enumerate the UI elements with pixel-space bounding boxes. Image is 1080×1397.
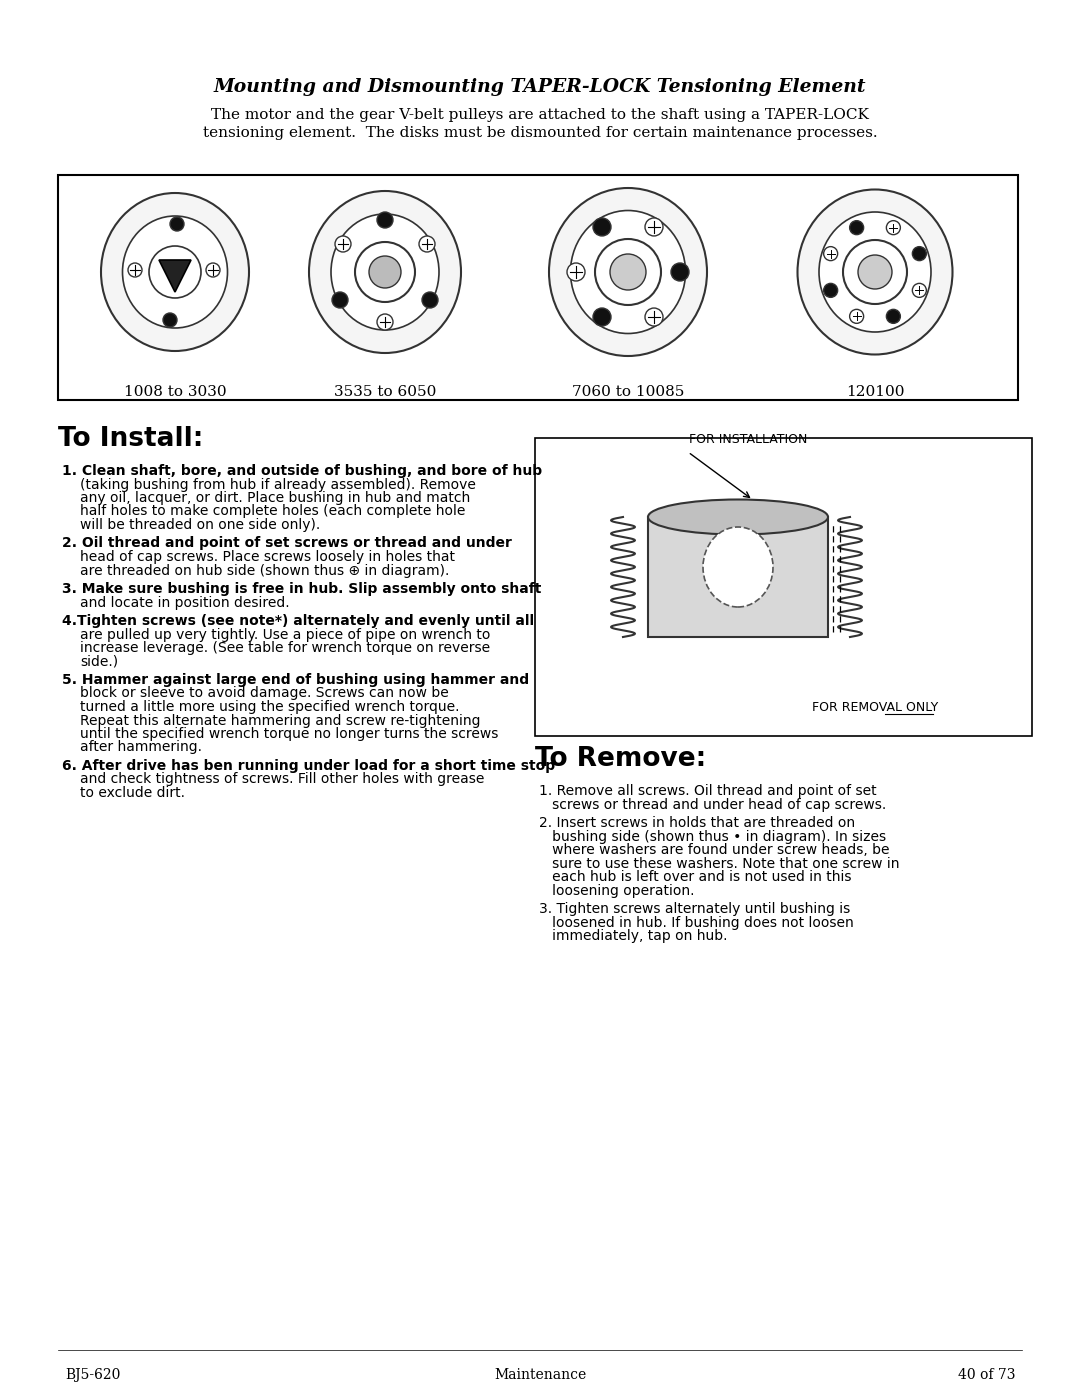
Ellipse shape xyxy=(102,193,249,351)
Text: are pulled up very tightly. Use a piece of pipe on wrench to: are pulled up very tightly. Use a piece … xyxy=(80,627,490,641)
Text: to exclude dirt.: to exclude dirt. xyxy=(80,787,185,800)
Text: 3. Make sure bushing is free in hub. Slip assembly onto shaft: 3. Make sure bushing is free in hub. Sli… xyxy=(62,583,541,597)
Text: 4.Tighten screws (see note*) alternately and evenly until all: 4.Tighten screws (see note*) alternately… xyxy=(62,615,535,629)
Circle shape xyxy=(419,236,435,251)
Text: Repeat this alternate hammering and screw re-tightening: Repeat this alternate hammering and scre… xyxy=(80,714,481,728)
Circle shape xyxy=(843,240,907,305)
Circle shape xyxy=(163,313,177,327)
Text: bushing side (shown thus • in diagram). In sizes: bushing side (shown thus • in diagram). … xyxy=(539,830,886,844)
Circle shape xyxy=(335,236,351,251)
Text: loosening operation.: loosening operation. xyxy=(539,883,694,897)
Ellipse shape xyxy=(549,189,707,356)
Text: 5. Hammer against large end of bushing using hammer and: 5. Hammer against large end of bushing u… xyxy=(62,673,529,687)
Ellipse shape xyxy=(648,500,828,535)
Circle shape xyxy=(645,307,663,326)
Circle shape xyxy=(645,218,663,236)
Text: 1. Remove all screws. Oil thread and point of set: 1. Remove all screws. Oil thread and poi… xyxy=(539,784,877,798)
Text: side.): side.) xyxy=(80,655,118,669)
Ellipse shape xyxy=(703,527,773,608)
Circle shape xyxy=(913,284,927,298)
Circle shape xyxy=(422,292,438,307)
Text: immediately, tap on hub.: immediately, tap on hub. xyxy=(539,929,728,943)
Text: 2. Oil thread and point of set screws or thread and under: 2. Oil thread and point of set screws or… xyxy=(62,536,512,550)
Ellipse shape xyxy=(122,217,228,328)
Circle shape xyxy=(593,218,611,236)
Circle shape xyxy=(887,221,901,235)
Text: screws or thread and under head of cap screws.: screws or thread and under head of cap s… xyxy=(539,798,887,812)
Text: block or sleeve to avoid damage. Screws can now be: block or sleeve to avoid damage. Screws … xyxy=(80,686,449,700)
Bar xyxy=(648,517,828,637)
Text: 1. Clean shaft, bore, and outside of bushing, and bore of hub: 1. Clean shaft, bore, and outside of bus… xyxy=(62,464,542,478)
Circle shape xyxy=(355,242,415,302)
Text: 40 of 73: 40 of 73 xyxy=(958,1368,1015,1382)
Circle shape xyxy=(887,309,901,323)
Circle shape xyxy=(593,307,611,326)
Circle shape xyxy=(332,292,348,307)
Text: FOR REMOVAL ONLY: FOR REMOVAL ONLY xyxy=(812,701,939,714)
Circle shape xyxy=(858,256,892,289)
Text: Maintenance: Maintenance xyxy=(494,1368,586,1382)
Ellipse shape xyxy=(570,211,686,334)
Text: 3. Tighten screws alternately until bushing is: 3. Tighten screws alternately until bush… xyxy=(539,902,850,916)
Circle shape xyxy=(850,221,864,235)
Circle shape xyxy=(913,247,927,261)
Text: will be threaded on one side only).: will be threaded on one side only). xyxy=(80,518,321,532)
Text: and locate in position desired.: and locate in position desired. xyxy=(80,595,289,609)
Circle shape xyxy=(149,246,201,298)
Circle shape xyxy=(369,256,401,288)
Text: after hammering.: after hammering. xyxy=(80,740,202,754)
Text: sure to use these washers. Note that one screw in: sure to use these washers. Note that one… xyxy=(539,856,900,870)
Ellipse shape xyxy=(819,212,931,332)
Circle shape xyxy=(206,263,220,277)
Text: 7060 to 10085: 7060 to 10085 xyxy=(571,386,685,400)
Text: and check tightness of screws. Fill other holes with grease: and check tightness of screws. Fill othe… xyxy=(80,773,484,787)
Text: To Remove:: To Remove: xyxy=(535,746,706,773)
Circle shape xyxy=(671,263,689,281)
Circle shape xyxy=(567,263,585,281)
Text: each hub is left over and is not used in this: each hub is left over and is not used in… xyxy=(539,870,851,884)
Ellipse shape xyxy=(309,191,461,353)
Circle shape xyxy=(377,212,393,228)
Text: half holes to make complete holes (each complete hole: half holes to make complete holes (each … xyxy=(80,504,465,518)
Text: 6. After drive has ben running under load for a short time stop: 6. After drive has ben running under loa… xyxy=(62,759,555,773)
Circle shape xyxy=(610,254,646,291)
Text: FOR INSTALLATION: FOR INSTALLATION xyxy=(689,433,807,446)
Text: are threaded on hub side (shown thus ⊕ in diagram).: are threaded on hub side (shown thus ⊕ i… xyxy=(80,563,449,577)
Text: 2. Insert screws in holds that are threaded on: 2. Insert screws in holds that are threa… xyxy=(539,816,855,830)
Text: The motor and the gear V-belt pulleys are attached to the shaft using a TAPER-LO: The motor and the gear V-belt pulleys ar… xyxy=(211,108,869,122)
Text: 3535 to 6050: 3535 to 6050 xyxy=(334,386,436,400)
Text: head of cap screws. Place screws loosely in holes that: head of cap screws. Place screws loosely… xyxy=(80,550,455,564)
Text: (taking bushing from hub if already assembled). Remove: (taking bushing from hub if already asse… xyxy=(80,478,476,492)
Text: until the specified wrench torque no longer turns the screws: until the specified wrench torque no lon… xyxy=(80,726,498,740)
Text: increase leverage. (See table for wrench torque on reverse: increase leverage. (See table for wrench… xyxy=(80,641,490,655)
Text: turned a little more using the specified wrench torque.: turned a little more using the specified… xyxy=(80,700,459,714)
Text: loosened in hub. If bushing does not loosen: loosened in hub. If bushing does not loo… xyxy=(539,915,854,929)
Text: tensioning element.  The disks must be dismounted for certain maintenance proces: tensioning element. The disks must be di… xyxy=(203,126,877,140)
Text: any oil, lacquer, or dirt. Place bushing in hub and match: any oil, lacquer, or dirt. Place bushing… xyxy=(80,490,470,504)
Circle shape xyxy=(824,284,838,298)
Text: 1008 to 3030: 1008 to 3030 xyxy=(124,386,227,400)
Polygon shape xyxy=(159,260,191,292)
Text: where washers are found under screw heads, be: where washers are found under screw head… xyxy=(539,842,890,856)
Circle shape xyxy=(377,314,393,330)
Text: 120100: 120100 xyxy=(846,386,904,400)
Circle shape xyxy=(129,263,141,277)
Text: BJ5-620: BJ5-620 xyxy=(65,1368,120,1382)
Circle shape xyxy=(824,247,838,261)
Circle shape xyxy=(850,309,864,323)
Bar xyxy=(58,175,1018,400)
Circle shape xyxy=(170,217,184,231)
Bar xyxy=(535,439,1032,736)
Text: Mounting and Dismounting TAPER-LOCK Tensioning Element: Mounting and Dismounting TAPER-LOCK Tens… xyxy=(214,78,866,96)
Ellipse shape xyxy=(330,214,438,330)
Circle shape xyxy=(595,239,661,305)
Text: To Install:: To Install: xyxy=(58,426,203,453)
Ellipse shape xyxy=(797,190,953,355)
